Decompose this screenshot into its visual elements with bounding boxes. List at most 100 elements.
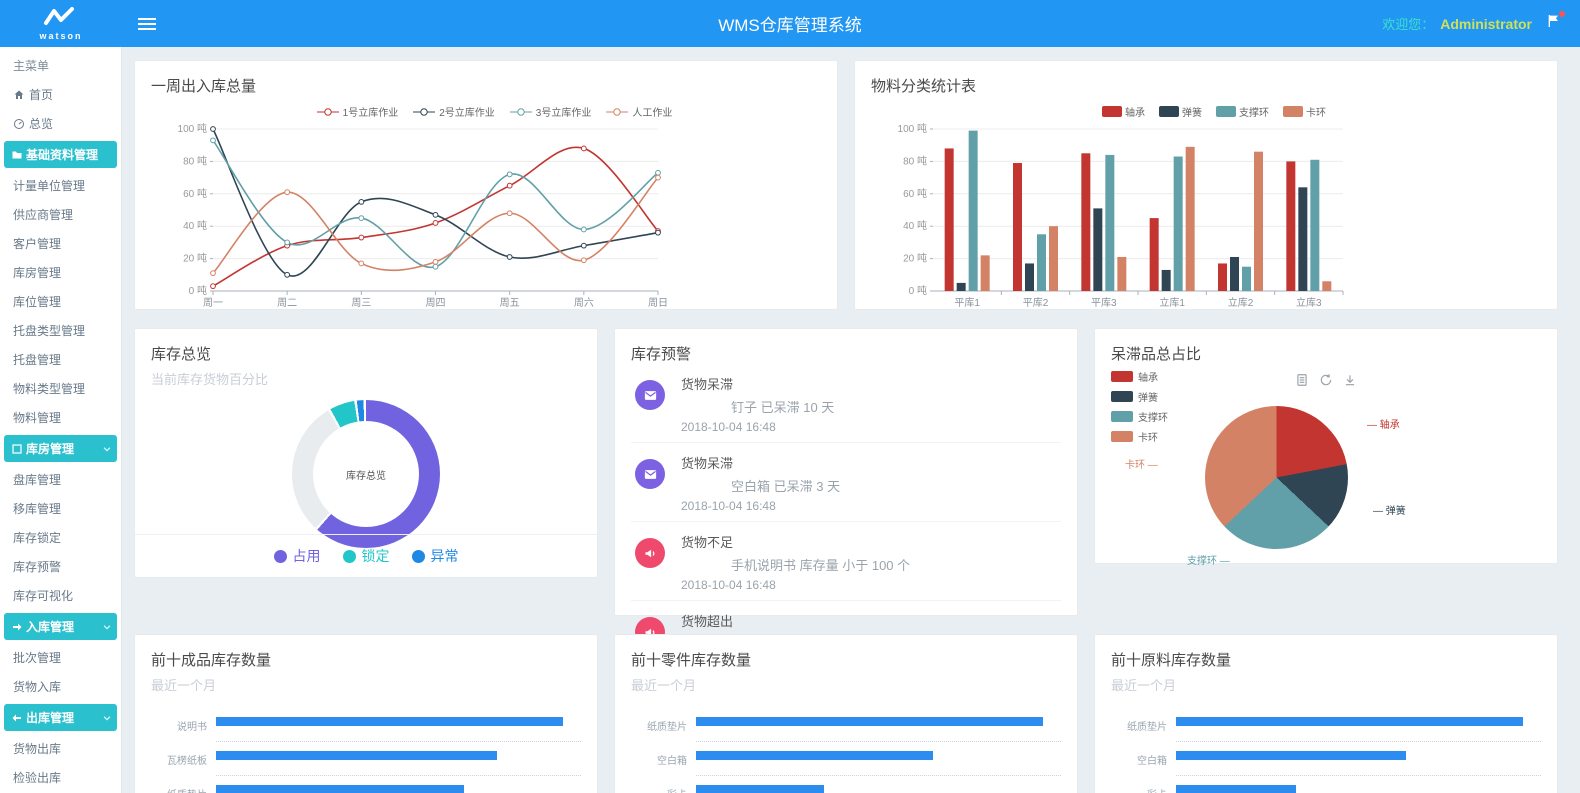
pie-label-1: — 弹簧 xyxy=(1373,506,1406,517)
sidebar-item-库存锁定[interactable]: 库存锁定 xyxy=(13,531,62,545)
svg-text:20 吨: 20 吨 xyxy=(903,252,927,265)
hamburger-menu-icon[interactable] xyxy=(132,12,162,36)
legend-人工作业[interactable]: 人工作业 xyxy=(605,104,672,119)
card-subtitle-top-parts: 最近一个月 xyxy=(631,678,697,693)
alert-title: 货物呆滞 xyxy=(681,377,734,392)
pie-legend-弹簧[interactable]: 弹簧 xyxy=(1111,389,1168,404)
hbar-bar xyxy=(216,785,465,793)
brand-name: watson xyxy=(39,31,83,41)
sidebar-item-库存预警[interactable]: 库存预警 xyxy=(13,560,62,574)
sidebar-item-货物出库[interactable]: 货物出库 xyxy=(13,742,62,756)
svg-text:周四: 周四 xyxy=(426,297,446,309)
svg-text:周日: 周日 xyxy=(648,297,668,309)
chevron-down-icon xyxy=(102,713,112,723)
hbar-label: 瓦楞纸板 xyxy=(167,755,207,767)
sidebar-item-库房管理[interactable]: 库房管理 xyxy=(13,266,62,280)
hbar-row: 纸质垫片 xyxy=(151,776,581,793)
legend-轴承[interactable]: 轴承 xyxy=(1102,104,1145,119)
sidebar-item-客户管理[interactable]: 客户管理 xyxy=(13,237,62,251)
svg-text:周一: 周一 xyxy=(203,297,223,309)
hbar-label: 说明书 xyxy=(177,721,207,733)
sidebar-item-库存可视化[interactable]: 库存可视化 xyxy=(13,589,74,603)
alert-item[interactable]: 货物不足 手机说明书 库存量 小于 100 个 2018-10-04 16:48 xyxy=(631,522,1061,601)
sidebar-section-入库管理[interactable]: 入库管理 xyxy=(4,613,117,640)
line-legend: 1号立库作业 2号立库作业 3号立库作业 人工作业 xyxy=(167,104,821,119)
pie-legend-支撑环[interactable]: 支撑环 xyxy=(1111,409,1168,424)
donut-legend-占用[interactable]: 占用 xyxy=(273,546,321,566)
download-icon[interactable] xyxy=(1343,373,1357,387)
sidebar-item-托盘类型管理[interactable]: 托盘类型管理 xyxy=(13,324,86,338)
sidebar-item-库位管理[interactable]: 库位管理 xyxy=(13,295,62,309)
notification-flag-icon[interactable] xyxy=(1546,11,1565,34)
hbar-row: 彩卡 xyxy=(631,776,1061,793)
sidebar-item-物料管理[interactable]: 物料管理 xyxy=(13,411,62,425)
card-title-inventory-alerts: 库存预警 xyxy=(631,346,692,363)
alert-desc: 空白箱 已呆滞 3 天 xyxy=(731,479,841,494)
username[interactable]: Administrator xyxy=(1440,15,1532,32)
arrow-right-icon xyxy=(11,621,23,633)
refresh-icon[interactable] xyxy=(1319,373,1333,387)
sidebar-section-库房管理[interactable]: 库房管理 xyxy=(4,435,117,462)
arrow-left-icon xyxy=(11,712,23,724)
data-view-icon[interactable] xyxy=(1295,373,1309,387)
notification-badge xyxy=(1559,11,1565,17)
donut-legend-锁定[interactable]: 锁定 xyxy=(342,546,390,566)
alert-item[interactable]: 货物呆滞 空白箱 已呆滞 3 天 2018-10-04 16:48 xyxy=(631,443,1061,522)
sidebar-section-基础资料管理[interactable]: 基础资料管理 xyxy=(4,141,117,168)
sidebar-item-托盘管理[interactable]: 托盘管理 xyxy=(13,353,62,367)
horn-icon xyxy=(635,538,665,568)
legend-1号立库作业[interactable]: 1号立库作业 xyxy=(316,104,398,119)
legend-支撑环[interactable]: 支撑环 xyxy=(1216,104,1269,119)
sidebar-item-盘库管理[interactable]: 盘库管理 xyxy=(13,473,62,487)
legend-弹簧[interactable]: 弹簧 xyxy=(1159,104,1202,119)
svg-text:100 吨: 100 吨 xyxy=(178,122,207,135)
pie-legend-卡环[interactable]: 卡环 xyxy=(1111,429,1168,444)
gauge-icon xyxy=(13,118,25,130)
hbar-bar xyxy=(216,751,498,760)
alert-title: 货物呆滞 xyxy=(681,456,734,471)
pie-legend-轴承[interactable]: 轴承 xyxy=(1111,369,1168,384)
legend-2号立库作业[interactable]: 2号立库作业 xyxy=(412,104,495,119)
svg-text:周二: 周二 xyxy=(277,297,297,309)
hbar-row: 空白箱 xyxy=(1111,742,1541,776)
alert-item[interactable]: 货物呆滞 钉子 已呆滞 10 天 2018-10-04 16:48 xyxy=(631,364,1061,443)
sidebar-item-供应商管理[interactable]: 供应商管理 xyxy=(13,208,74,222)
sidebar-item-货物入库[interactable]: 货物入库 xyxy=(13,680,62,694)
legend-卡环[interactable]: 卡环 xyxy=(1283,104,1326,119)
hbar-bar xyxy=(1176,717,1523,726)
sidebar-item-总览[interactable]: 总览 xyxy=(0,109,121,138)
page-title: WMS仓库管理系统 xyxy=(718,16,862,35)
hbar-bar xyxy=(696,751,934,760)
mail-icon xyxy=(635,459,665,489)
home-icon xyxy=(13,89,25,101)
card-material-stats: 物料分类统计表 轴承 弹簧 支撑环 卡环 0 吨 20 吨 40 吨 60 吨 80 吨 100 … xyxy=(854,60,1558,310)
sidebar-item-批次管理[interactable]: 批次管理 xyxy=(13,651,62,665)
hbar-row: 纸质垫片 xyxy=(631,708,1061,742)
sidebar-item-移库管理[interactable]: 移库管理 xyxy=(13,502,62,516)
sidebar-item-首页[interactable]: 首页 xyxy=(0,80,121,109)
donut-legend-异常[interactable]: 异常 xyxy=(411,546,459,566)
svg-text:80 吨: 80 吨 xyxy=(183,154,207,167)
legend-3号立库作业[interactable]: 3号立库作业 xyxy=(509,104,591,119)
brand-logo[interactable]: watson xyxy=(0,0,122,47)
donut-center-label: 库存总览 xyxy=(346,470,386,482)
welcome-label: 欢迎您： xyxy=(1382,17,1435,32)
folder-icon xyxy=(11,149,23,161)
card-inventory-overview: 库存总览 当前库存货物百分比 库存总览 占用 锁定 异常 xyxy=(134,328,598,578)
svg-text:40 吨: 40 吨 xyxy=(183,219,207,232)
hbar-label: 彩卡 xyxy=(1111,786,1176,793)
sidebar-section-出库管理[interactable]: 出库管理 xyxy=(4,704,117,731)
hbar-label: 纸质垫片 xyxy=(151,786,216,793)
card-subtitle-top-finished: 最近一个月 xyxy=(151,678,217,693)
hbar-row: 瓦楞纸板 xyxy=(151,742,581,776)
hbar-label: 纸质垫片 xyxy=(1127,721,1167,733)
sidebar-item-计量单位管理[interactable]: 计量单位管理 xyxy=(13,179,86,193)
chart-toolbox xyxy=(1295,373,1357,387)
hbar-row: 说明书 xyxy=(151,708,581,742)
svg-text:80 吨: 80 吨 xyxy=(903,154,927,167)
sidebar-item-检验出库[interactable]: 检验出库 xyxy=(13,771,62,785)
hbar-label: 空白箱 xyxy=(1137,755,1167,767)
chevron-down-icon xyxy=(102,622,112,632)
alert-desc: 手机说明书 库存量 小于 100 个 xyxy=(731,558,911,573)
sidebar-item-物料类型管理[interactable]: 物料类型管理 xyxy=(13,382,86,396)
